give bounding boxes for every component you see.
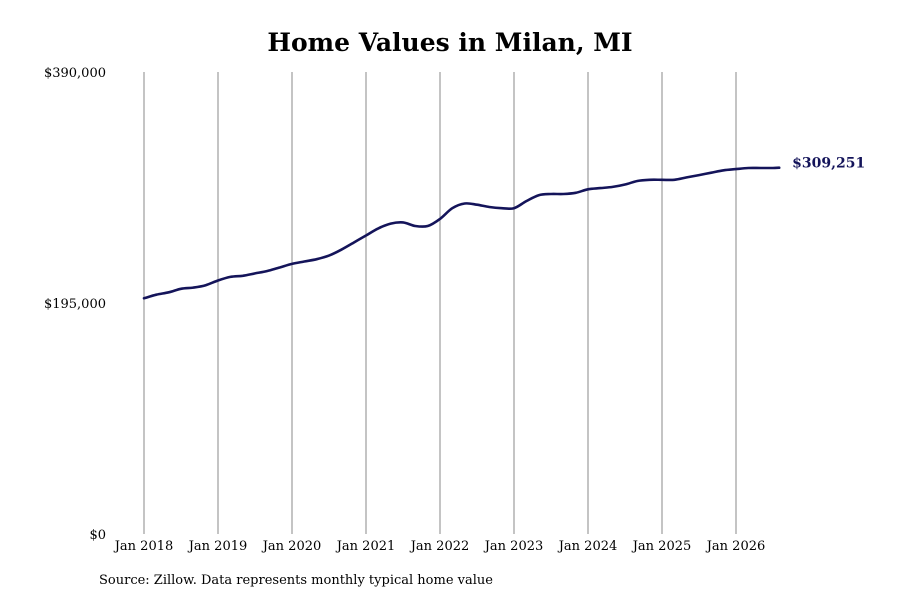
end-labels: $309,251 <box>792 156 865 172</box>
x-tick-label: Jan 2022 <box>409 539 470 554</box>
source-note: Source: Zillow. Data represents monthly … <box>99 573 493 588</box>
y-axis-ticks: $0 $195,000 $390,000 <box>44 66 106 543</box>
y-tick-label: $390,000 <box>44 66 106 81</box>
x-axis-ticks: Jan 2018 Jan 2019 Jan 2020 Jan 2021 Jan 2022… <box>113 539 766 554</box>
gridlines <box>143 72 737 534</box>
chart-title: Home Values in Milan, MI <box>267 28 633 57</box>
y-tick-label: $195,000 <box>44 297 106 312</box>
x-tick-label: Jan 2026 <box>705 539 766 554</box>
x-tick-label: Jan 2025 <box>631 539 692 554</box>
series-lines <box>142 166 781 300</box>
x-tick-label: Jan 2023 <box>483 539 544 554</box>
x-tick-label: Jan 2021 <box>335 539 396 554</box>
x-tick-label: Jan 2024 <box>557 539 618 554</box>
end-value-label: $309,251 <box>792 156 865 172</box>
y-tick-label: $0 <box>89 528 106 543</box>
series-line <box>142 166 781 300</box>
x-tick-label: Jan 2020 <box>261 539 322 554</box>
x-tick-label: Jan 2018 <box>113 539 174 554</box>
x-tick-label: Jan 2019 <box>187 539 248 554</box>
